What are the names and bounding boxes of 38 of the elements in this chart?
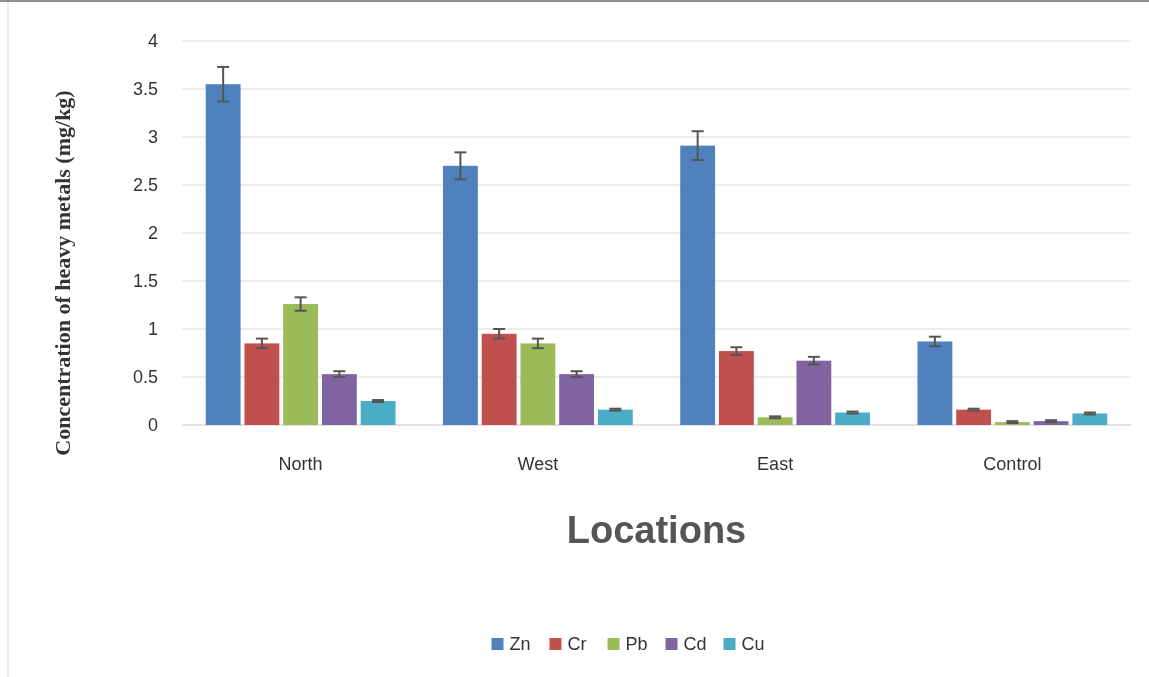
x-axis-title: Locations: [566, 509, 747, 551]
bar: [283, 304, 319, 425]
x-tick-label: East: [757, 454, 794, 474]
bar: [559, 374, 595, 425]
y-tick-label: 0.5: [132, 367, 158, 388]
bar: [520, 343, 556, 425]
x-tick-label: North: [278, 454, 323, 474]
bar: [597, 409, 633, 425]
y-tick-label: 1.5: [132, 271, 158, 292]
bar: [718, 351, 754, 425]
bar: [757, 417, 793, 425]
y-tick-label: 3.5: [132, 79, 158, 100]
y-tick-label: 2: [147, 223, 158, 244]
bar: [360, 401, 396, 425]
bar: [481, 333, 517, 425]
bar: [244, 343, 280, 425]
legend-label: Cu: [741, 634, 765, 654]
x-tick-label: Control: [983, 454, 1042, 474]
y-tick-label: 2.5: [132, 175, 158, 196]
bar: [917, 341, 953, 425]
y-axis-title: Concentration of heavy metals (mg/kg): [50, 90, 75, 456]
bar: [442, 165, 478, 425]
bar: [835, 412, 871, 425]
bar: [205, 84, 241, 425]
legend-label: Cr: [567, 634, 587, 654]
legend-label: Cd: [683, 634, 707, 654]
legend-label: Pb: [625, 634, 648, 654]
bar: [680, 145, 716, 425]
x-tick-label: West: [517, 454, 559, 474]
y-tick-label: 0: [147, 415, 158, 436]
y-tick-label: 1: [147, 319, 158, 340]
bar: [956, 409, 992, 425]
bar: [1072, 413, 1108, 425]
legend-label: Zn: [509, 634, 531, 654]
y-tick-label: 4: [147, 31, 158, 52]
y-tick-label: 3: [147, 127, 158, 148]
bar: [321, 374, 357, 425]
bar: [796, 360, 832, 425]
